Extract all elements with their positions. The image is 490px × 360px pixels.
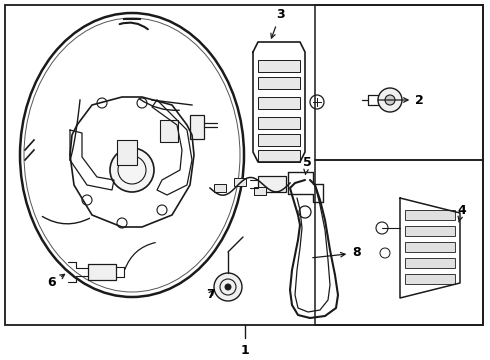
Bar: [214, 184, 226, 192]
Bar: [258, 134, 300, 146]
Bar: [5, 5, 483, 325]
Text: 4: 4: [458, 203, 466, 222]
Text: 1: 1: [241, 344, 249, 357]
Bar: [405, 274, 455, 284]
Bar: [190, 115, 204, 139]
Circle shape: [225, 284, 231, 290]
Bar: [405, 226, 455, 236]
Bar: [234, 178, 246, 186]
Bar: [258, 97, 300, 109]
Circle shape: [378, 88, 402, 112]
Text: 5: 5: [303, 156, 311, 174]
Bar: [258, 77, 300, 89]
Bar: [254, 187, 266, 195]
Bar: [258, 150, 300, 162]
Bar: [258, 117, 300, 129]
Text: 3: 3: [271, 9, 284, 38]
Text: 2: 2: [378, 94, 424, 107]
Bar: [88, 264, 116, 280]
Circle shape: [214, 273, 242, 301]
Bar: [160, 120, 178, 142]
Bar: [117, 140, 137, 165]
Bar: [405, 242, 455, 252]
Circle shape: [385, 95, 395, 105]
Circle shape: [110, 148, 154, 192]
Bar: [315, 5, 483, 160]
Text: 8: 8: [313, 247, 361, 260]
Bar: [405, 258, 455, 268]
Text: 7: 7: [206, 288, 215, 302]
Bar: [405, 210, 455, 220]
Ellipse shape: [20, 13, 244, 297]
Bar: [258, 176, 286, 192]
Text: 6: 6: [48, 274, 65, 289]
Bar: [258, 60, 300, 72]
Bar: [315, 160, 483, 325]
